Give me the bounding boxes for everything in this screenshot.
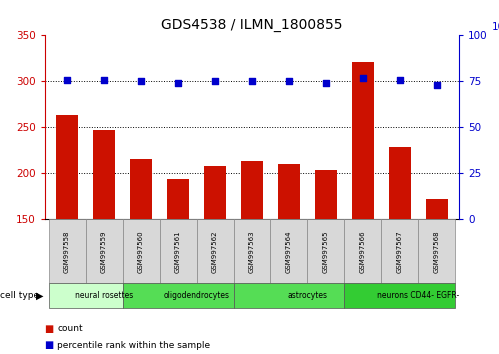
Bar: [93, 130, 115, 219]
Bar: [48, 219, 86, 283]
Text: ■: ■: [45, 340, 57, 350]
Bar: [123, 219, 160, 283]
Point: [63, 77, 71, 82]
Point: [174, 80, 182, 86]
Text: GSM997565: GSM997565: [323, 230, 329, 273]
Text: GSM997564: GSM997564: [286, 230, 292, 273]
Text: ■: ■: [45, 324, 57, 333]
Point: [100, 77, 108, 82]
Bar: [344, 283, 456, 308]
Text: astrocytes: astrocytes: [287, 291, 327, 300]
Bar: [204, 166, 226, 219]
Bar: [167, 179, 189, 219]
Bar: [418, 219, 456, 283]
Bar: [130, 159, 152, 219]
Bar: [389, 147, 411, 219]
Text: GSM997566: GSM997566: [360, 230, 366, 273]
Point: [359, 75, 367, 81]
Text: GSM997567: GSM997567: [397, 230, 403, 273]
Bar: [86, 219, 123, 283]
Bar: [56, 115, 78, 219]
Bar: [123, 283, 234, 308]
Text: count: count: [57, 324, 83, 333]
Point: [396, 77, 404, 82]
Bar: [352, 62, 374, 219]
Text: GSM997568: GSM997568: [434, 230, 440, 273]
Title: GDS4538 / ILMN_1800855: GDS4538 / ILMN_1800855: [161, 18, 343, 32]
Text: oligodendrocytes: oligodendrocytes: [164, 291, 230, 300]
Text: neural rosettes: neural rosettes: [75, 291, 133, 300]
Text: GSM997558: GSM997558: [64, 230, 70, 273]
Text: cell type: cell type: [0, 291, 39, 300]
Bar: [234, 219, 270, 283]
Point: [322, 80, 330, 86]
Bar: [426, 199, 448, 219]
Bar: [381, 219, 418, 283]
Bar: [234, 283, 344, 308]
Bar: [270, 219, 307, 283]
Bar: [278, 164, 300, 219]
Text: GSM997560: GSM997560: [138, 230, 144, 273]
Text: neurons CD44- EGFR-: neurons CD44- EGFR-: [377, 291, 460, 300]
Text: 100%: 100%: [492, 22, 499, 32]
Text: percentile rank within the sample: percentile rank within the sample: [57, 341, 211, 350]
Bar: [160, 219, 197, 283]
Point: [211, 79, 219, 84]
Point: [285, 79, 293, 84]
Bar: [197, 219, 234, 283]
Text: GSM997561: GSM997561: [175, 230, 181, 273]
Text: GSM997563: GSM997563: [249, 230, 255, 273]
Text: GSM997559: GSM997559: [101, 230, 107, 273]
Bar: [241, 161, 263, 219]
Point: [248, 79, 256, 84]
Bar: [344, 219, 381, 283]
Bar: [315, 170, 337, 219]
Point: [137, 79, 145, 84]
Bar: [307, 219, 344, 283]
Text: GSM997562: GSM997562: [212, 230, 218, 273]
Bar: [48, 283, 123, 308]
Point: [433, 82, 441, 88]
Text: ▶: ▶: [36, 291, 44, 301]
